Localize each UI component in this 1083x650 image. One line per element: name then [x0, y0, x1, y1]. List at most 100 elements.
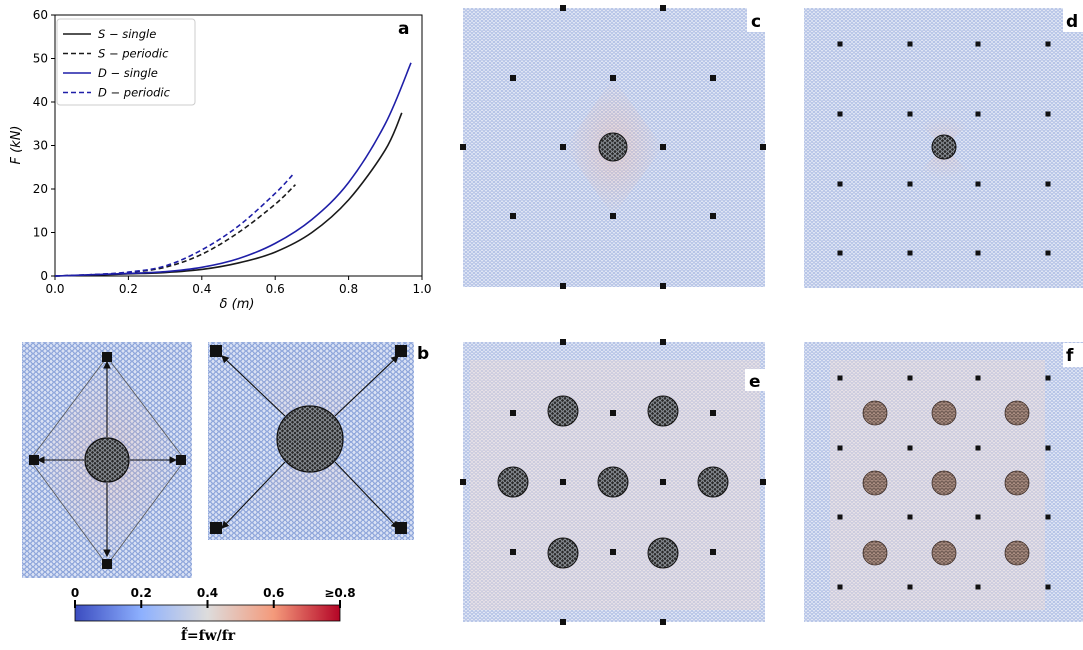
panel-label-c: c [751, 12, 761, 32]
series-layer [54, 62, 412, 277]
legend-frame [56, 18, 196, 106]
x-tick-label: 0.8 [339, 282, 358, 296]
anchor-node [907, 375, 913, 381]
anchor-node [660, 619, 666, 625]
anchor-node [610, 549, 616, 555]
anchor-node [837, 181, 843, 187]
anchor-node [907, 111, 913, 117]
series-line-3 [54, 173, 295, 277]
anchor-node [710, 549, 716, 555]
panel-f-periodic-cross-multi: f [804, 342, 1083, 622]
series-line-0 [54, 112, 403, 277]
anchor-node [660, 339, 666, 345]
panel-label-d: d [1066, 12, 1078, 32]
anchor-node [837, 584, 843, 590]
panel-label-a: a [398, 19, 409, 39]
anchor-node [660, 479, 666, 485]
colorbar-tick-label: 0.4 [197, 586, 218, 600]
colorbar-tick-label: ≥0.8 [324, 586, 355, 600]
anchor-node [460, 479, 466, 485]
anchor-nodes [837, 41, 1051, 256]
anchor-node [975, 514, 981, 520]
inclusion-particle [547, 537, 579, 569]
anchor-nodes [837, 375, 1051, 590]
anchor-node [1045, 514, 1051, 520]
anchor-node [510, 410, 516, 416]
anchor-node [1045, 445, 1051, 451]
anchor-node [1045, 41, 1051, 47]
anchor-node [907, 584, 913, 590]
anchor-node [760, 144, 766, 150]
inclusion-particle [1004, 400, 1030, 426]
x-tick-label: 0.0 [45, 282, 64, 296]
anchor-node [837, 41, 843, 47]
arrow-down-left [221, 461, 286, 529]
inclusion-particle [276, 405, 344, 473]
inclusion-particle [862, 540, 888, 566]
inclusion-particle [497, 466, 529, 498]
inclusion-particle [931, 540, 957, 566]
y-tick-label: 60 [33, 8, 48, 22]
anchor-node [610, 213, 616, 219]
anchor-node [560, 144, 566, 150]
inclusion-particle [647, 537, 679, 569]
anchor-node [975, 584, 981, 590]
anchor-node [710, 213, 716, 219]
anchor-node [837, 250, 843, 256]
inclusion-particle [862, 470, 888, 496]
x-axis-ticks: 0.0 0.2 0.4 0.6 0.8 1.0 [45, 276, 432, 296]
x-tick-label: 0.2 [119, 282, 138, 296]
inclusion-particle [931, 134, 957, 160]
anchor-node [975, 111, 981, 117]
inclusion-particle [547, 395, 579, 427]
x-axis-label: δ (m) [220, 297, 255, 312]
arrow-up-right [334, 355, 399, 417]
arrow-down-right [334, 461, 399, 529]
inclusion-particle [84, 437, 130, 483]
colorbar-tick-label: 0.2 [131, 586, 152, 600]
anchor-node [907, 514, 913, 520]
anchor-node [660, 5, 666, 11]
panel-b-micrographs: b [22, 342, 434, 578]
inclusion-particles [862, 400, 1030, 566]
colorbar-ticks: 0 0.2 0.4 0.6 ≥0.8 [71, 586, 356, 608]
anchor-node [1045, 250, 1051, 256]
anchor-node [660, 144, 666, 150]
panel-d-periodic-cross: d [804, 8, 1083, 288]
panel-label-bg [414, 342, 434, 364]
anchor-node [560, 339, 566, 345]
anchor-node [975, 41, 981, 47]
anchor-node [510, 549, 516, 555]
anchor-node [176, 455, 186, 465]
inclusion-particle [1004, 470, 1030, 496]
anchor-node [460, 144, 466, 150]
anchor-node [1045, 375, 1051, 381]
anchor-node [907, 250, 913, 256]
colorbar: 0 0.2 0.4 0.6 ≥0.8 f̃=fw/fr [71, 586, 356, 644]
panel-label-f: f [1066, 346, 1074, 366]
y-tick-label: 0 [40, 269, 48, 283]
anchor-node [210, 345, 222, 357]
anchor-node [29, 455, 39, 465]
panel-label-b: b [417, 344, 429, 364]
anchor-node [907, 445, 913, 451]
inclusion-particle [1004, 540, 1030, 566]
anchor-node [975, 250, 981, 256]
anchor-node [710, 410, 716, 416]
anchor-node [1045, 584, 1051, 590]
inclusion-particles [497, 395, 729, 569]
x-tick-label: 0.6 [266, 282, 285, 296]
arrow-up-left [221, 355, 286, 417]
y-axis-ticks: 0 10 20 30 40 50 60 [33, 8, 55, 283]
inclusion-particle [931, 400, 957, 426]
anchor-node [610, 410, 616, 416]
panel-c-periodic-diamond: c [460, 5, 767, 289]
anchor-node [560, 479, 566, 485]
panel-label-bg [1063, 8, 1083, 32]
y-tick-label: 50 [33, 52, 48, 66]
legend: S − single S − periodic D − single D − peri… [56, 18, 196, 106]
y-tick-label: 30 [33, 139, 48, 153]
inclusion-particle [862, 400, 888, 426]
panel-e-periodic-diamond-multi: e [460, 339, 766, 625]
colorbar-tick-label: 0.6 [263, 586, 284, 600]
